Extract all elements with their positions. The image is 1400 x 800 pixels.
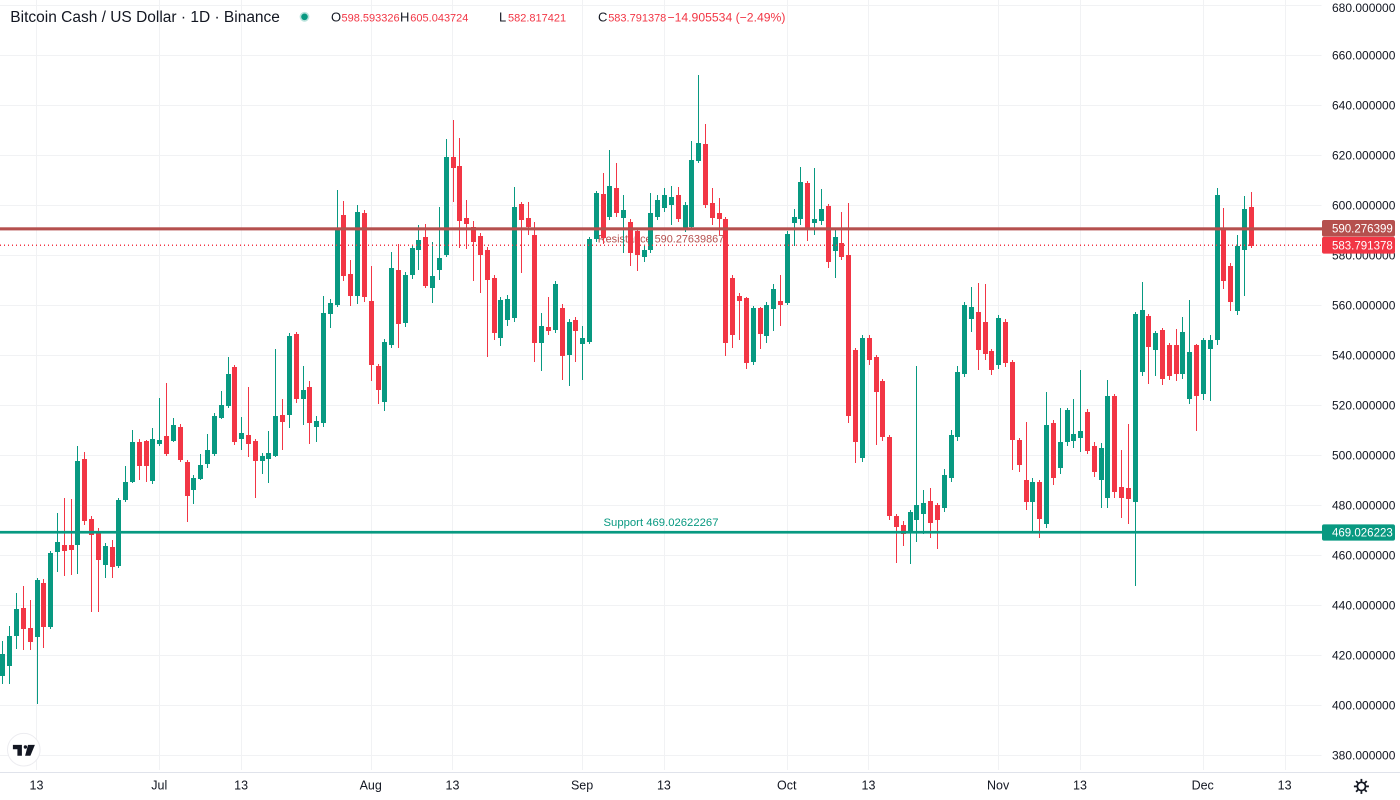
svg-text:620.000000: 620.000000: [1332, 149, 1396, 163]
svg-text:469.026223: 469.026223: [1332, 528, 1393, 540]
svg-text:640.000000: 640.000000: [1332, 99, 1396, 113]
svg-text:Jul: Jul: [151, 779, 167, 793]
svg-text:−14.905534 (−2.49%): −14.905534 (−2.49%): [668, 11, 786, 25]
svg-text:13: 13: [862, 779, 876, 793]
svg-text:Resistance 590.27639867: Resistance 590.27639867: [598, 234, 725, 246]
svg-text:605.043724: 605.043724: [410, 13, 468, 25]
svg-text:598.593326: 598.593326: [342, 13, 400, 25]
svg-text:583.791378: 583.791378: [608, 13, 666, 25]
svg-text:500.000000: 500.000000: [1332, 449, 1396, 463]
svg-text:13: 13: [446, 779, 460, 793]
svg-text:582.817421: 582.817421: [508, 13, 566, 25]
svg-text:400.000000: 400.000000: [1332, 699, 1396, 713]
svg-text:560.000000: 560.000000: [1332, 299, 1396, 313]
svg-text:600.000000: 600.000000: [1332, 199, 1396, 213]
svg-text:480.000000: 480.000000: [1332, 499, 1396, 513]
svg-text:680.000000: 680.000000: [1332, 1, 1396, 15]
svg-text:Dec: Dec: [1192, 779, 1214, 793]
svg-text:590.276399: 590.276399: [1332, 223, 1393, 235]
svg-text:Support 469.02622267: Support 469.02622267: [604, 517, 719, 529]
svg-text:13: 13: [657, 779, 671, 793]
svg-text:Nov: Nov: [987, 779, 1010, 793]
svg-text:C: C: [598, 10, 607, 25]
svg-text:13: 13: [1073, 779, 1087, 793]
svg-text:Oct: Oct: [777, 779, 797, 793]
svg-text:660.000000: 660.000000: [1332, 49, 1396, 63]
svg-text:520.000000: 520.000000: [1332, 399, 1396, 413]
svg-text:Aug: Aug: [360, 779, 382, 793]
svg-text:420.000000: 420.000000: [1332, 649, 1396, 663]
svg-text:L: L: [499, 10, 506, 25]
svg-text:540.000000: 540.000000: [1332, 349, 1396, 363]
svg-text:Bitcoin Cash / US Dollar · 1D: Bitcoin Cash / US Dollar · 1D · Binance: [10, 9, 280, 26]
svg-text:380.000000: 380.000000: [1332, 749, 1396, 763]
svg-text:O: O: [331, 10, 341, 25]
svg-text:13: 13: [1278, 779, 1292, 793]
svg-text:460.000000: 460.000000: [1332, 549, 1396, 563]
svg-text:13: 13: [234, 779, 248, 793]
svg-text:13: 13: [30, 779, 44, 793]
svg-text:Sep: Sep: [571, 779, 593, 793]
svg-text:583.791378: 583.791378: [1332, 240, 1393, 252]
svg-text:440.000000: 440.000000: [1332, 599, 1396, 613]
svg-text:H: H: [400, 10, 409, 25]
